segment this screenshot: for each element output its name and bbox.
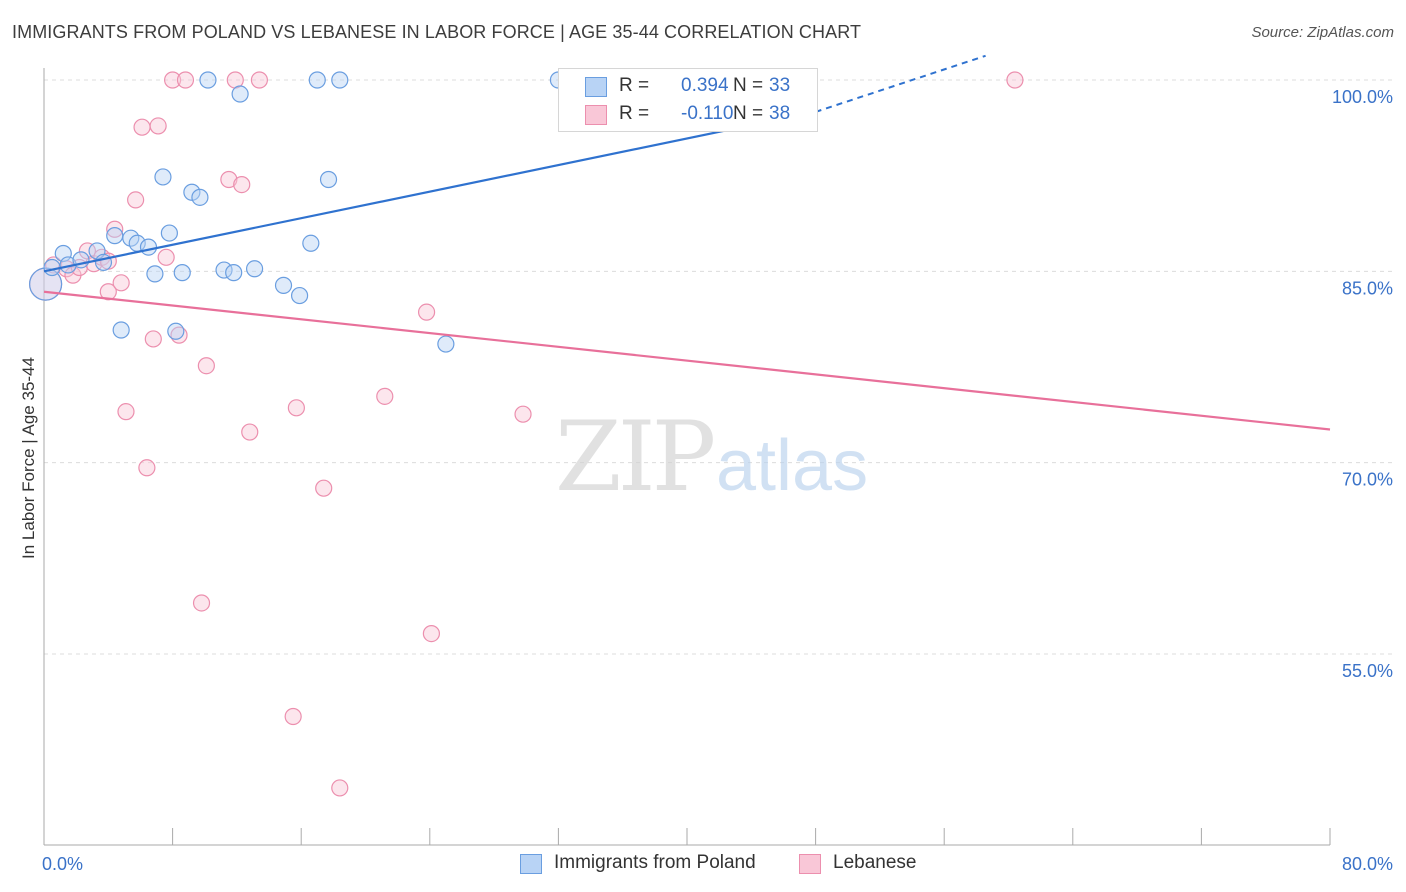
poland-point bbox=[231, 85, 249, 103]
legend-r-label: R = bbox=[619, 103, 650, 124]
watermark: ZIP atlas bbox=[555, 401, 868, 513]
poland-point bbox=[331, 71, 349, 89]
y-axis-label: In Labor Force | Age 35-44 bbox=[19, 357, 38, 559]
poland-point bbox=[225, 264, 243, 282]
lebanese-point bbox=[164, 71, 182, 89]
lebanese-point bbox=[233, 175, 251, 194]
series-label-poland: Immigrants from Poland bbox=[554, 852, 756, 873]
source-label: Source: ZipAtlas.com bbox=[1251, 24, 1394, 41]
grid-layer bbox=[44, 79, 1392, 655]
trend-line-lebanese bbox=[43, 290, 1331, 431]
series-swatch-poland bbox=[520, 854, 542, 874]
trend-lines bbox=[43, 54, 1331, 431]
y-tick-label: 100.0% bbox=[1332, 87, 1393, 107]
poland-point bbox=[191, 188, 209, 206]
lebanese-point bbox=[127, 191, 145, 209]
poland-point bbox=[245, 260, 264, 278]
lebanese-point bbox=[144, 330, 162, 348]
correlation-legend: R = 0.394 N = 33 R = -0.110 N = 38 bbox=[558, 68, 818, 132]
chart-title: IMMIGRANTS FROM POLAND VS LEBANESE IN LA… bbox=[12, 22, 862, 42]
y-tick-label: 85.0% bbox=[1342, 278, 1393, 298]
lebanese-point bbox=[157, 248, 175, 266]
poland-point bbox=[290, 286, 309, 305]
y-tick-label: 55.0% bbox=[1342, 661, 1393, 681]
legend-r-value-lebanese: -0.110 bbox=[681, 103, 734, 124]
poland-point bbox=[437, 335, 455, 353]
poland-point bbox=[146, 265, 164, 283]
series-poland-points bbox=[29, 71, 568, 353]
legend-r-label: R = bbox=[619, 75, 650, 96]
poland-point bbox=[112, 321, 130, 339]
lebanese-point bbox=[138, 459, 156, 477]
lebanese-point bbox=[197, 357, 215, 375]
lebanese-point bbox=[192, 594, 211, 612]
lebanese-point bbox=[250, 71, 269, 89]
lebanese-point bbox=[376, 387, 394, 405]
watermark-zip: ZIP bbox=[555, 401, 714, 513]
legend-r-value-poland: 0.394 bbox=[681, 75, 729, 96]
lebanese-point bbox=[514, 405, 532, 423]
x-tick-label-max: 80.0% bbox=[1342, 854, 1393, 874]
poland-point bbox=[160, 224, 178, 242]
series-lebanese-points bbox=[29, 71, 1024, 797]
legend-n-value-lebanese: 38 bbox=[769, 103, 791, 124]
lebanese-point bbox=[241, 423, 259, 441]
poland-point bbox=[215, 261, 233, 279]
lebanese-point bbox=[149, 117, 167, 135]
lebanese-point bbox=[133, 118, 151, 136]
poland-point bbox=[154, 168, 172, 186]
poland-point bbox=[106, 227, 124, 245]
lebanese-point bbox=[112, 274, 130, 292]
legend-swatch-lebanese bbox=[585, 105, 607, 125]
lebanese-point bbox=[331, 779, 349, 797]
poland-point bbox=[319, 170, 338, 189]
legend-n-value-poland: 33 bbox=[769, 75, 791, 96]
trend-line-poland bbox=[43, 110, 816, 273]
lebanese-point bbox=[422, 624, 441, 643]
lebanese-point bbox=[176, 71, 195, 89]
legend-n-label: N = bbox=[733, 75, 764, 96]
lebanese-point bbox=[287, 399, 305, 417]
series-label-lebanese: Lebanese bbox=[833, 852, 917, 873]
lebanese-point bbox=[1006, 71, 1024, 89]
poland-point bbox=[308, 71, 326, 89]
lebanese-point bbox=[106, 220, 124, 238]
series-legend: Immigrants from Poland Lebanese bbox=[0, 852, 1406, 878]
tick-labels: 100.0% 85.0% 70.0% 55.0% 0.0% 80.0% In Labor F… bbox=[19, 87, 1393, 874]
lebanese-point bbox=[99, 283, 117, 301]
axis-layer bbox=[43, 68, 1331, 846]
poland-point bbox=[274, 276, 293, 294]
trend-line-poland-extension bbox=[815, 54, 986, 113]
poland-point bbox=[139, 238, 158, 256]
lebanese-point bbox=[284, 707, 302, 726]
lebanese-point bbox=[417, 303, 436, 321]
x-tick-label-min: 0.0% bbox=[42, 854, 83, 874]
y-tick-label: 70.0% bbox=[1342, 470, 1393, 490]
poland-point bbox=[173, 264, 191, 282]
poland-point bbox=[167, 322, 185, 340]
lebanese-point bbox=[315, 479, 333, 497]
poland-point bbox=[199, 71, 217, 89]
lebanese-point bbox=[117, 403, 135, 421]
legend-swatch-poland bbox=[585, 77, 607, 97]
lebanese-point bbox=[220, 170, 238, 189]
legend-n-label: N = bbox=[733, 103, 764, 124]
watermark-atlas: atlas bbox=[716, 426, 868, 506]
series-swatch-lebanese bbox=[799, 854, 821, 874]
poland-point bbox=[302, 234, 320, 252]
